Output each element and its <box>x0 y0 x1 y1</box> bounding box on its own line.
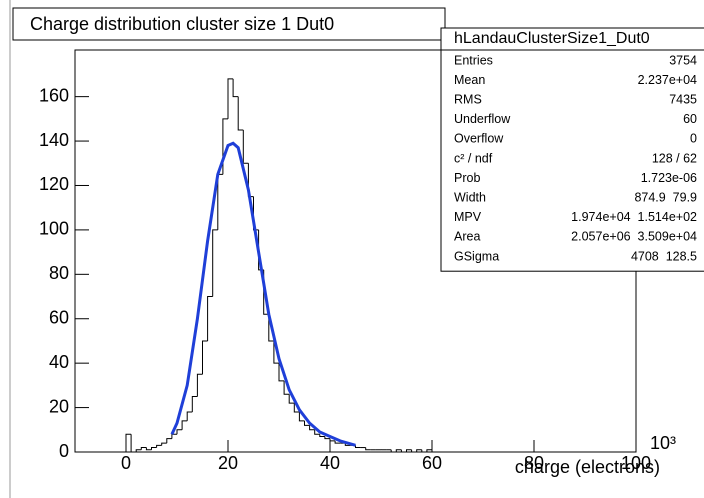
histogram-bin <box>365 447 371 451</box>
y-tick-label: 40 <box>49 352 69 372</box>
histogram-bin <box>232 78 239 98</box>
histogram-bin <box>416 449 422 452</box>
x-tick-label: 0 <box>121 453 131 473</box>
x-tick-label: 80 <box>524 453 544 473</box>
stats-label: MPV <box>454 210 482 224</box>
histogram-bin <box>395 449 402 452</box>
histogram-bin <box>390 449 397 453</box>
stats-label: Underflow <box>454 112 511 126</box>
histogram-bin <box>304 420 310 426</box>
histogram-bin <box>130 434 137 453</box>
stats-label: RMS <box>454 92 482 106</box>
x-tick-label: 40 <box>320 453 340 473</box>
histogram-bin <box>166 438 172 444</box>
stats-value: 874.9 79.9 <box>634 190 697 204</box>
fit-line <box>170 141 356 447</box>
stats-value: 60 <box>683 112 697 126</box>
histogram-bin <box>151 447 157 450</box>
histogram-bin <box>227 78 234 119</box>
histogram-bin <box>186 411 193 421</box>
stats-label: c² / ndf <box>454 151 493 165</box>
histogram-bin <box>319 434 325 437</box>
histogram-bin <box>288 394 295 404</box>
histogram-bin <box>278 363 285 382</box>
histogram-bin <box>314 429 320 435</box>
y-tick-label: 20 <box>49 396 69 416</box>
stats-label: Mean <box>454 73 485 87</box>
stats-value: 2.057e+06 3.509e+04 <box>571 230 697 244</box>
x-exponent: 10³ <box>650 433 676 453</box>
histogram-bin <box>191 395 198 413</box>
stats-value: 7435 <box>669 92 697 106</box>
stats-value: 4708 128.5 <box>631 249 697 263</box>
histogram-bin <box>196 373 203 397</box>
x-tick-label: 100 <box>621 453 651 473</box>
histogram-bin <box>176 429 183 435</box>
stats-label: GSigma <box>454 249 499 263</box>
y-tick-label: 0 <box>59 441 69 461</box>
histogram-bin <box>237 96 244 131</box>
histogram-bin <box>431 449 438 453</box>
stats-label: Prob <box>454 171 480 185</box>
stats-label: Area <box>454 230 480 244</box>
stats-value: 2.237e+04 <box>638 73 697 87</box>
histogram-bin <box>309 425 315 431</box>
x-axis-label: charge (electrons) <box>515 457 660 477</box>
y-tick-label: 160 <box>39 85 69 105</box>
histogram-bin <box>202 340 208 375</box>
stats-box: hLandauClusterSize1_Dut0 Entries 3754 Mean 2… <box>440 27 704 272</box>
stats-frame <box>440 27 704 272</box>
histogram-bin <box>400 449 407 453</box>
histogram-bin <box>293 403 300 413</box>
histogram-bin <box>181 420 188 430</box>
histogram-bin <box>207 296 213 341</box>
x-tick-label: 60 <box>422 453 442 473</box>
histogram-bin <box>298 412 305 422</box>
stats-label: Entries <box>454 53 493 67</box>
histogram-bin <box>355 445 361 449</box>
y-tick-label: 100 <box>39 219 69 239</box>
title-box <box>12 7 446 41</box>
histogram-bin <box>145 447 152 451</box>
y-tick-label: 140 <box>39 130 69 150</box>
histogram-bin <box>426 449 432 452</box>
histogram-bin <box>268 314 274 342</box>
histogram-bin <box>411 449 417 453</box>
histogram-bin <box>334 440 341 444</box>
stats-value: 3754 <box>669 53 697 67</box>
histogram-bin <box>161 442 167 446</box>
histogram-bin <box>283 380 290 395</box>
histogram-bin <box>125 433 132 452</box>
stats-value: 0 <box>690 132 697 146</box>
histogram-bin <box>273 340 279 364</box>
stats-title: hLandauClusterSize1_Dut0 <box>454 30 650 47</box>
histogram-bin <box>421 449 427 453</box>
stats-label: Overflow <box>454 132 504 146</box>
stats-value: 128 / 62 <box>652 151 697 165</box>
stats-label: Width <box>454 190 486 204</box>
histogram-bin <box>406 449 412 452</box>
y-tick-label: 80 <box>49 263 69 283</box>
stats-value: 1.974e+04 1.514e+02 <box>571 210 697 224</box>
histogram-bin <box>324 436 330 440</box>
y-tick-label: 60 <box>49 307 69 327</box>
x-tick-label: 20 <box>218 453 238 473</box>
chart-title: Charge distribution cluster size 1 Dut0 <box>30 14 334 34</box>
y-tick-label: 120 <box>39 174 69 194</box>
histogram-bin <box>135 449 142 452</box>
histogram-bin <box>140 447 147 450</box>
stats-value: 1.723e-06 <box>641 171 697 185</box>
histogram-bin <box>329 438 336 442</box>
histogram-bin <box>156 444 162 448</box>
histogram-bin <box>212 229 218 297</box>
